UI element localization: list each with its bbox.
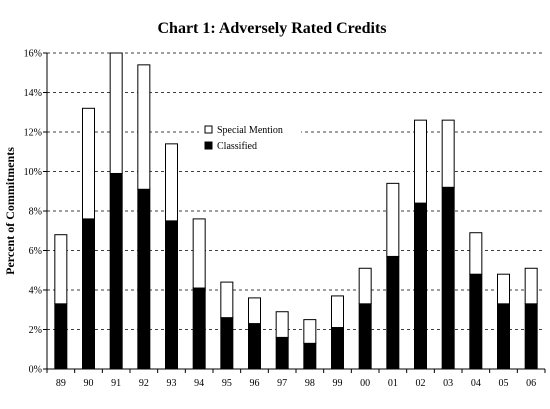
x-tick-label: 94: [194, 378, 204, 389]
x-tick-label: 91: [111, 378, 121, 389]
bar-special-mention: [524, 267, 538, 305]
bar-classified: [497, 303, 510, 370]
legend: Special Mention Classified: [199, 117, 301, 157]
y-tick-labels: 0% 2% 4% 6% 8% 10% 12% 14% 16%: [24, 49, 42, 376]
bar-classified: [248, 323, 261, 370]
x-tick-label: 02: [416, 378, 426, 389]
x-tick-label: 97: [277, 378, 287, 389]
bar-classified: [358, 303, 372, 370]
bar-classified: [414, 202, 427, 370]
bar-classified: [220, 317, 234, 370]
legend-swatch-classified: [204, 141, 213, 150]
bar-special-mention: [165, 143, 178, 222]
bar-special-mention: [386, 182, 400, 257]
axes: [43, 52, 546, 373]
bar-special-mention: [109, 52, 123, 174]
bar-special-mention: [497, 273, 510, 305]
y-tick-label: 0%: [29, 365, 42, 376]
bar-special-mention: [54, 234, 68, 305]
bar-special-mention: [414, 119, 427, 204]
x-tick-label: 04: [471, 378, 481, 389]
x-tick-label: 05: [499, 378, 509, 389]
y-tick-label: 10%: [24, 167, 42, 178]
y-tick-label: 2%: [29, 325, 42, 336]
x-tick-labels: 89 90 91 92 93 94 95 96 97 98 99 00 01 02 03 04 05 06: [56, 378, 536, 389]
bar-classified: [331, 327, 344, 370]
legend-box: [199, 117, 301, 157]
x-tick-label: 03: [443, 378, 453, 389]
y-tick-label: 8%: [29, 207, 42, 218]
bar-special-mention: [469, 232, 483, 275]
gridlines: [47, 52, 545, 330]
bar-classified: [524, 303, 538, 370]
bar-special-mention: [248, 297, 261, 325]
bar-classified: [303, 342, 317, 370]
y-tick-label: 14%: [24, 88, 42, 99]
x-tick-label: 89: [56, 378, 66, 389]
legend-label-classified: Classified: [217, 141, 257, 152]
bar-classified: [275, 336, 289, 370]
bar-classified: [165, 220, 178, 370]
x-tick-label: 00: [360, 378, 370, 389]
bar-special-mention: [82, 107, 95, 220]
bar-classified: [109, 172, 123, 370]
legend-swatch-special-mention: [204, 125, 213, 134]
y-tick-label: 12%: [24, 128, 42, 139]
bar-classified: [192, 287, 206, 370]
x-tick-label: 90: [84, 378, 94, 389]
bar-special-mention: [220, 281, 234, 319]
bar-special-mention: [303, 319, 317, 344]
bar-special-mention: [137, 64, 151, 190]
x-tick-label: 92: [139, 378, 149, 389]
y-axis-label: Percent of Commitments: [3, 147, 17, 275]
bar-special-mention: [275, 311, 289, 338]
x-tick-label: 98: [305, 378, 315, 389]
bar-special-mention: [192, 218, 206, 289]
y-tick-label: 6%: [29, 246, 42, 257]
bar-classified: [82, 218, 95, 370]
bars: [54, 52, 538, 370]
y-tick-label: 16%: [24, 49, 42, 60]
bar-classified: [137, 188, 151, 370]
x-tick-label: 96: [250, 378, 260, 389]
bar-classified: [386, 255, 400, 370]
bar-special-mention: [331, 295, 344, 329]
bar-special-mention: [358, 267, 372, 305]
x-tick-label: 93: [167, 378, 177, 389]
bar-classified: [441, 186, 455, 370]
bar-classified: [54, 303, 68, 370]
y-tick-label: 4%: [29, 286, 42, 297]
x-tick-label: 06: [526, 378, 536, 389]
bar-special-mention: [441, 119, 455, 188]
bar-classified: [469, 273, 483, 370]
chart-title: Chart 1: Adversely Rated Credits: [157, 20, 386, 37]
x-tick-label: 99: [333, 378, 343, 389]
x-tick-label: 01: [388, 378, 398, 389]
x-tick-label: 95: [222, 378, 232, 389]
legend-label-special-mention: Special Mention: [217, 125, 283, 136]
